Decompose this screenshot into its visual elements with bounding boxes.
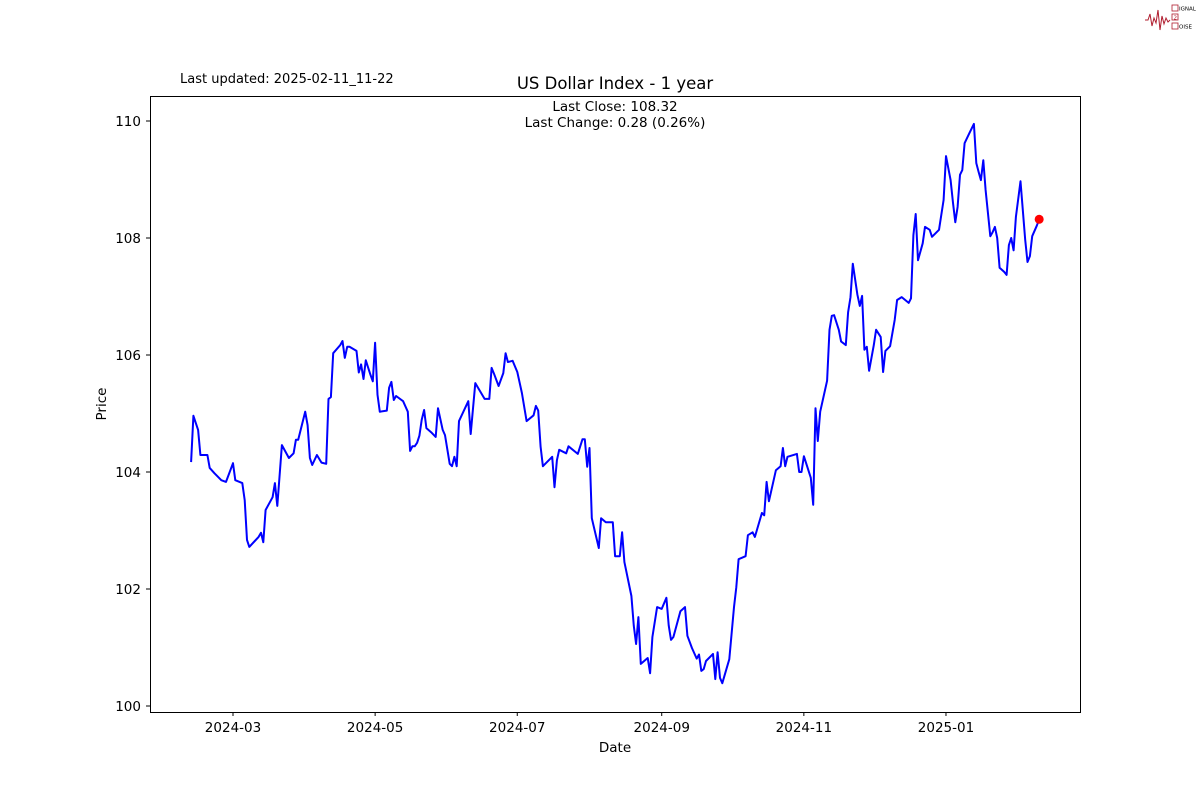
x-axis-label: Date bbox=[599, 740, 631, 756]
x-tick-label: 2024-05 bbox=[347, 720, 403, 736]
y-tick-label: 110 bbox=[115, 114, 141, 130]
y-tick-label: 100 bbox=[115, 699, 141, 715]
x-tick-label: 2024-09 bbox=[634, 720, 690, 736]
x-tick-label: 2024-11 bbox=[776, 720, 832, 736]
logo-text-1: IGNAL bbox=[1179, 7, 1197, 13]
x-axis-ticks: 2024-03 2024-05 2024-07 2024-09 2024-11 2025-… bbox=[205, 712, 974, 736]
x-tick-label: 2025-01 bbox=[918, 720, 974, 736]
y-tick-label: 104 bbox=[115, 465, 141, 481]
x-tick-label: 2024-07 bbox=[489, 720, 545, 736]
plot-frame bbox=[150, 96, 1081, 713]
signal2noise-logo: IGNAL 2 OISE bbox=[1145, 4, 1197, 31]
y-tick-label: 102 bbox=[115, 582, 141, 598]
series-line bbox=[190, 122, 1041, 685]
y-axis-ticks: 100 102 104 106 108 110 bbox=[115, 114, 150, 715]
logo-text-2: 2 bbox=[1174, 16, 1178, 22]
logo-box-2 bbox=[1171, 13, 1179, 21]
logo-text-3: OISE bbox=[1179, 25, 1192, 31]
logo-box-s bbox=[1171, 4, 1179, 12]
last-change-label: Last Change: 0.28 (0.26%) bbox=[525, 115, 706, 131]
y-tick-label: 106 bbox=[115, 348, 141, 364]
last-close-marker bbox=[1034, 214, 1044, 224]
y-tick-label: 108 bbox=[115, 231, 141, 247]
last-updated: Last updated: 2025-02-11_11-22 bbox=[180, 72, 394, 87]
y-axis-label: Price bbox=[94, 388, 110, 421]
chart-title: US Dollar Index - 1 year bbox=[517, 74, 714, 93]
x-tick-label: 2024-03 bbox=[205, 720, 261, 736]
last-close-label: Last Close: 108.32 bbox=[552, 99, 677, 115]
logo-wave-icon bbox=[1145, 9, 1171, 31]
logo-box-n bbox=[1171, 22, 1179, 30]
